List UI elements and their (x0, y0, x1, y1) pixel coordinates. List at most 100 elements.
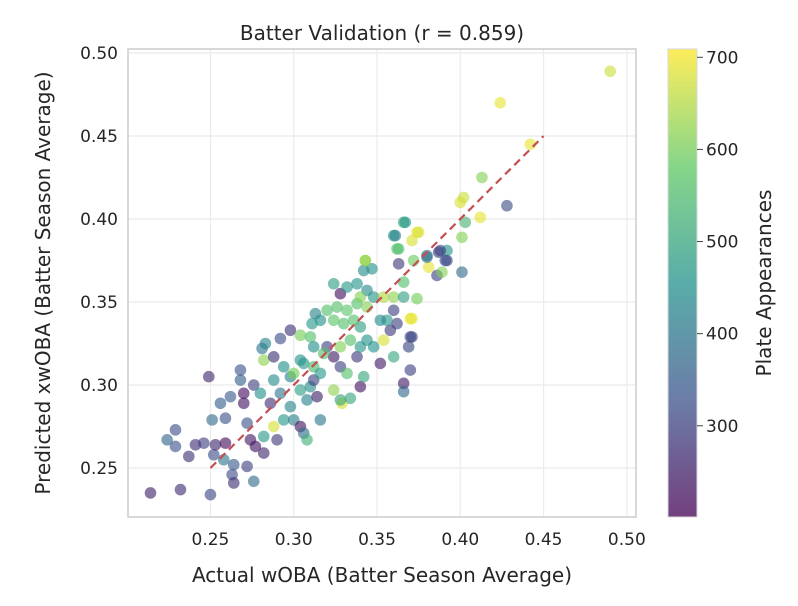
data-point (259, 337, 272, 350)
data-point (327, 277, 340, 290)
data-point (206, 414, 218, 426)
data-point (267, 420, 280, 433)
data-point (219, 412, 232, 425)
x-tick-label: 0.40 (441, 530, 479, 550)
data-point (307, 341, 320, 353)
x-tick-label: 0.25 (192, 530, 230, 550)
data-point (174, 483, 187, 496)
data-point (422, 261, 435, 273)
x-tick-label: 0.30 (275, 530, 313, 550)
data-point (209, 438, 222, 451)
data-point (474, 211, 487, 224)
data-point (311, 390, 323, 403)
data-point (274, 387, 287, 400)
data-point (501, 199, 513, 212)
data-point (219, 437, 232, 449)
data-point (287, 367, 300, 380)
data-point (241, 417, 253, 430)
data-point (257, 430, 270, 443)
data-point (237, 397, 250, 410)
data-point (234, 374, 247, 386)
data-point (327, 350, 340, 363)
data-point (354, 380, 367, 393)
data-point (321, 304, 333, 317)
data-point (214, 397, 227, 410)
data-point (169, 424, 182, 436)
data-point (207, 448, 220, 461)
data-point (391, 317, 403, 330)
data-point (227, 477, 240, 489)
data-point (404, 364, 417, 376)
data-point (344, 334, 357, 346)
data-point (434, 244, 447, 257)
data-point (304, 331, 317, 343)
colorbar-tick-label: 700 (706, 48, 738, 68)
data-point (457, 191, 470, 204)
plot-frame (127, 48, 637, 518)
y-tick-label: 0.45 (80, 127, 118, 147)
data-point (406, 331, 418, 343)
data-point (202, 370, 215, 383)
data-point (337, 317, 350, 330)
data-point (397, 377, 410, 390)
data-point (306, 317, 318, 330)
data-point (267, 374, 280, 386)
data-point (237, 387, 250, 400)
data-point (334, 394, 347, 406)
data-point (294, 329, 307, 342)
data-point (264, 397, 277, 410)
colorbar (667, 48, 698, 518)
reference-line (209, 135, 545, 469)
data-point (377, 291, 390, 303)
data-point (314, 367, 327, 380)
data-point (406, 312, 418, 325)
data-point (277, 360, 290, 373)
colorbar-tick-label: 500 (706, 233, 738, 253)
data-point (604, 65, 616, 78)
data-point (476, 171, 488, 184)
x-tick-label: 0.35 (358, 530, 396, 550)
data-point (377, 334, 390, 346)
data-point (247, 379, 260, 391)
colorbar-ticks: 300 400 500 600 700 (697, 48, 738, 437)
data-point (387, 304, 400, 317)
data-point (301, 434, 313, 446)
data-point (254, 387, 267, 400)
y-tick-label: 0.35 (80, 293, 118, 313)
data-point (459, 216, 472, 229)
data-point (267, 350, 280, 363)
data-point (334, 341, 347, 353)
y-tick-label: 0.30 (80, 376, 118, 396)
data-point (247, 475, 260, 488)
chart-title: Batter Validation (r = 0.859) (240, 21, 524, 45)
data-point (297, 357, 310, 370)
data-point (397, 276, 410, 288)
data-point (399, 216, 412, 229)
data-point (294, 384, 307, 396)
data-point (257, 447, 270, 459)
data-point (354, 291, 367, 303)
colorbar-tick-label: 400 (706, 325, 738, 345)
x-ticks: 0.25 0.30 0.35 0.40 0.45 0.50 (192, 530, 646, 550)
data-point (367, 341, 380, 353)
data-point (144, 487, 157, 499)
y-ticks: 0.25 0.30 0.35 0.40 0.45 0.50 (80, 44, 118, 479)
y-axis-label: Predicted xwOBA (Batter Season Average) (31, 71, 55, 494)
data-point (402, 341, 415, 353)
data-point (197, 437, 210, 449)
data-point (494, 96, 507, 109)
data-point (277, 414, 290, 426)
data-point (387, 350, 400, 363)
data-point (182, 450, 195, 463)
y-tick-label: 0.25 (80, 459, 118, 479)
data-point (284, 400, 297, 413)
data-point (456, 266, 468, 278)
colorbar-label: Plate Appearances (752, 190, 776, 377)
data-point (317, 347, 330, 360)
data-point (341, 304, 353, 317)
data-point (397, 385, 410, 398)
data-point (456, 231, 468, 244)
points (144, 65, 616, 501)
data-point (271, 434, 283, 446)
data-point (169, 440, 182, 453)
